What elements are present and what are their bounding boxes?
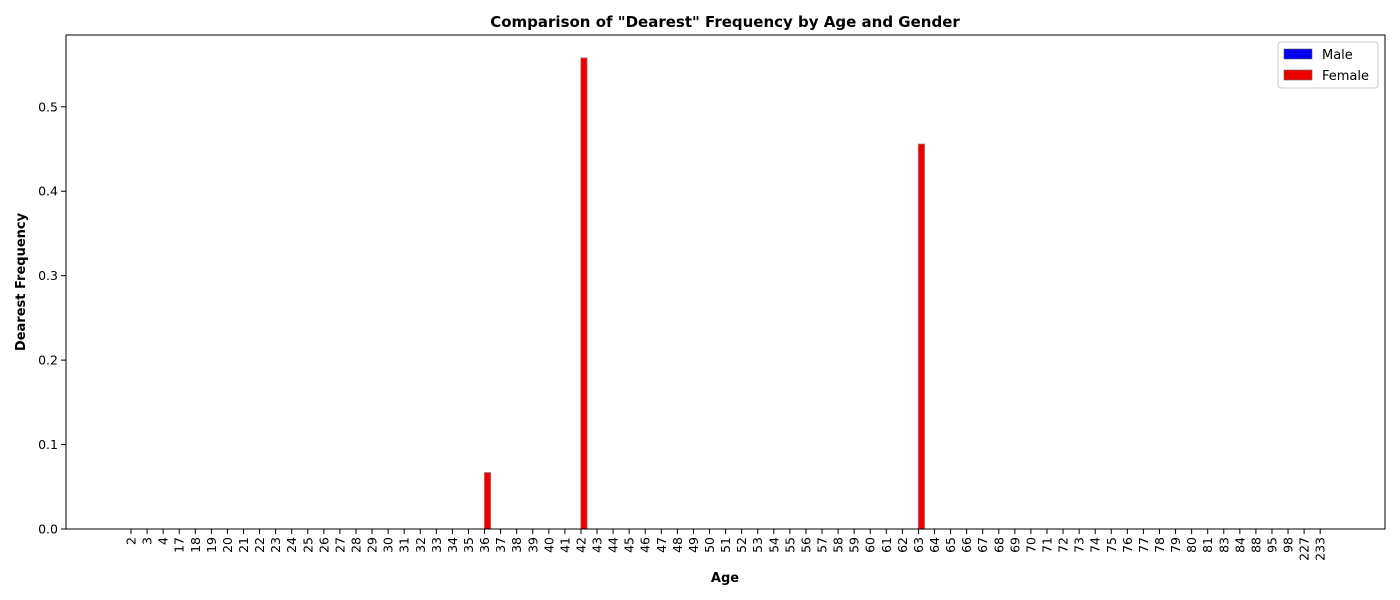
x-tick-label: 52 bbox=[734, 537, 749, 553]
x-tick-label: 66 bbox=[959, 537, 974, 553]
plot-frame bbox=[65, 34, 1386, 530]
bar-female-63 bbox=[917, 143, 926, 530]
x-tick-label: 98 bbox=[1281, 537, 1296, 553]
x-tick-label: 60 bbox=[863, 537, 878, 553]
x-tick-label: 39 bbox=[525, 537, 540, 553]
y-tick-label: 0.5 bbox=[38, 99, 58, 114]
x-tick-label: 22 bbox=[252, 537, 267, 553]
x-tick-label: 51 bbox=[718, 537, 733, 553]
x-tick-label: 227 bbox=[1297, 537, 1312, 561]
x-tick-label: 33 bbox=[429, 537, 444, 553]
x-tick-label: 58 bbox=[831, 537, 846, 553]
x-tick-label: 29 bbox=[365, 537, 380, 553]
x-tick-label: 56 bbox=[798, 537, 813, 553]
x-tick-label: 61 bbox=[879, 537, 894, 553]
x-tick-label: 63 bbox=[911, 537, 926, 553]
x-tick-label: 45 bbox=[622, 537, 637, 553]
legend-label-male: Male bbox=[1322, 48, 1353, 63]
x-tick-label: 55 bbox=[782, 537, 797, 553]
x-tick-label: 30 bbox=[381, 537, 396, 553]
x-tick-label: 62 bbox=[895, 537, 910, 553]
x-tick-label: 77 bbox=[1136, 537, 1151, 553]
legend-swatch-female bbox=[1283, 69, 1313, 81]
x-tick-label: 4 bbox=[156, 537, 171, 545]
x-tick-label: 50 bbox=[702, 537, 717, 553]
x-tick-label: 79 bbox=[1168, 537, 1183, 553]
x-tick-label: 20 bbox=[220, 537, 235, 553]
x-tick-label: 47 bbox=[654, 537, 669, 553]
bar-female-36 bbox=[483, 472, 492, 530]
plot-area: 0.00.10.20.30.40.52 3 4 17 18 19 20 21 22 23 24 25 2… bbox=[38, 57, 1328, 561]
x-tick-label: 70 bbox=[1023, 537, 1038, 553]
x-tick-label: 71 bbox=[1039, 537, 1054, 553]
x-tick-label: 24 bbox=[284, 537, 299, 553]
x-tick-label: 41 bbox=[557, 537, 572, 553]
x-tick-label: 76 bbox=[1120, 537, 1135, 553]
x-tick-label: 65 bbox=[943, 537, 958, 553]
y-tick-label: 0.4 bbox=[38, 184, 58, 199]
x-tick-label: 84 bbox=[1232, 537, 1247, 553]
y-tick-label: 0.0 bbox=[38, 522, 58, 537]
x-tick-label: 2 bbox=[124, 537, 139, 545]
x-tick-label: 26 bbox=[316, 537, 331, 553]
x-tick-label: 35 bbox=[461, 537, 476, 553]
x-tick-label: 31 bbox=[397, 537, 412, 553]
legend-label-female: Female bbox=[1322, 69, 1369, 84]
x-tick-label: 57 bbox=[815, 537, 830, 553]
x-tick-label: 88 bbox=[1248, 537, 1263, 553]
y-tick-label: 0.2 bbox=[38, 353, 58, 368]
x-tick-label: 81 bbox=[1200, 537, 1215, 553]
x-tick-label: 233 bbox=[1313, 537, 1328, 561]
x-axis-label: Age bbox=[711, 571, 739, 586]
legend-swatch-male bbox=[1283, 48, 1313, 60]
x-tick-label: 78 bbox=[1152, 537, 1167, 553]
x-tick-label: 48 bbox=[670, 537, 685, 553]
x-tick-label: 25 bbox=[300, 537, 315, 553]
x-tick-label: 18 bbox=[188, 537, 203, 553]
bar-female-42 bbox=[580, 57, 588, 530]
x-tick-label: 59 bbox=[847, 537, 862, 553]
x-tick-label: 42 bbox=[573, 537, 588, 553]
y-tick-label: 0.3 bbox=[38, 268, 58, 283]
x-tick-label: 53 bbox=[750, 537, 765, 553]
x-tick-label: 38 bbox=[509, 537, 524, 553]
x-tick-label: 44 bbox=[606, 537, 621, 553]
x-tick-label: 68 bbox=[991, 537, 1006, 553]
x-tick-label: 95 bbox=[1264, 537, 1279, 553]
x-tick-label: 49 bbox=[686, 537, 701, 553]
chart-title: Comparison of "Dearest" Frequency by Age… bbox=[490, 13, 960, 31]
x-tick-label: 83 bbox=[1216, 537, 1231, 553]
x-tick-label: 40 bbox=[541, 537, 556, 553]
x-tick-label: 28 bbox=[348, 537, 363, 553]
x-tick-label: 54 bbox=[766, 537, 781, 553]
x-tick-label: 32 bbox=[413, 537, 428, 553]
x-tick-label: 3 bbox=[140, 537, 155, 545]
x-tick-label: 80 bbox=[1184, 537, 1199, 553]
legend: Male Female bbox=[1277, 41, 1379, 89]
x-tick-label: 64 bbox=[927, 537, 942, 553]
x-tick-label: 73 bbox=[1072, 537, 1087, 553]
x-tick-label: 67 bbox=[975, 537, 990, 553]
x-tick-label: 21 bbox=[236, 537, 251, 553]
y-axis-label: Dearest Frequency bbox=[14, 212, 29, 351]
x-tick-label: 75 bbox=[1104, 537, 1119, 553]
x-tick-label: 23 bbox=[268, 537, 283, 553]
x-tick-label: 46 bbox=[638, 537, 653, 553]
x-tick-label: 34 bbox=[445, 537, 460, 553]
x-tick-label: 37 bbox=[493, 537, 508, 553]
x-tick-label: 43 bbox=[590, 537, 605, 553]
y-tick-label: 0.1 bbox=[38, 437, 58, 452]
x-tick-label: 19 bbox=[204, 537, 219, 553]
x-tick-label: 74 bbox=[1088, 537, 1103, 553]
x-tick-label: 36 bbox=[477, 537, 492, 553]
x-tick-label: 27 bbox=[332, 537, 347, 553]
x-tick-label: 17 bbox=[172, 537, 187, 553]
x-tick-label: 69 bbox=[1007, 537, 1022, 553]
x-tick-label: 72 bbox=[1056, 537, 1071, 553]
